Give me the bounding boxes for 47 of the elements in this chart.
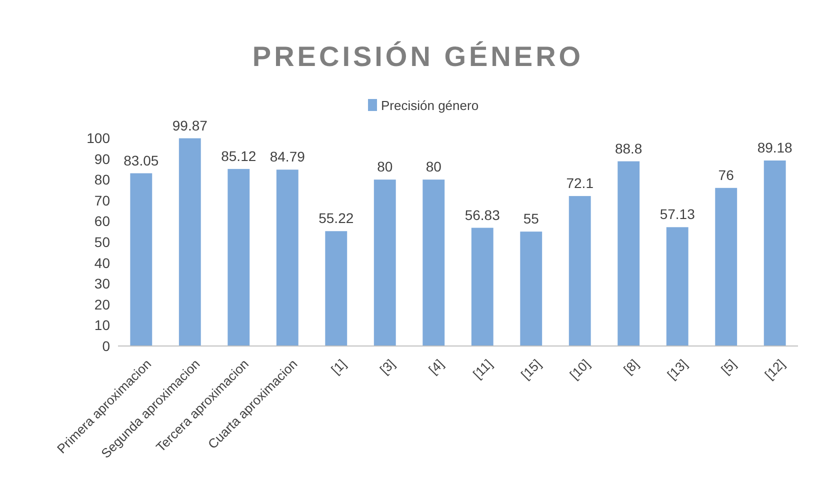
data-label: 84.79 [270,148,306,165]
y-tick-label: 40 [94,254,110,271]
data-label: 99.87 [172,117,208,134]
chart-title: PRECISIÓN GÉNERO [252,41,584,72]
y-tick-label: 20 [94,296,110,312]
x-tick-label: [4] [426,356,447,378]
y-tick-label: 70 [94,192,110,208]
data-label: 89.18 [757,140,793,156]
data-label: 72.1 [566,175,594,192]
bar [130,173,152,346]
x-tick-label: [5] [718,356,740,378]
data-label: 80 [377,158,393,175]
data-label: 85.12 [221,148,256,164]
bar [276,170,298,346]
bar [618,161,640,346]
bar [568,196,591,346]
data-label: 83.05 [124,152,159,168]
data-label: 55.22 [318,210,354,226]
x-tick-label: [3] [376,356,398,378]
data-label: 76 [718,166,734,183]
y-tick-label: 50 [94,234,110,250]
bar [374,180,396,346]
data-label: 57.13 [660,206,696,222]
bar [520,232,542,346]
bar [178,138,201,346]
y-tick-label: 60 [94,213,110,230]
data-label: 80 [426,158,442,175]
data-label: 56.83 [464,206,500,223]
bar [715,188,738,346]
bar [228,168,250,346]
y-tick-label: 0 [102,338,110,354]
y-tick-label: 10 [94,317,110,334]
bar [764,160,786,346]
data-label: 55 [523,210,540,227]
bar [422,180,445,346]
x-tick-label: [8] [620,356,642,378]
y-tick-label: 100 [86,130,110,146]
y-tick-label: 30 [94,276,110,292]
data-label: 88.8 [614,140,642,156]
y-tick-label: 90 [94,150,110,167]
x-tick-label: [1] [328,356,350,378]
bar [666,227,688,346]
bar [325,231,348,346]
legend-label: Precisión género [381,98,479,113]
x-tick-label: [11] [470,356,496,382]
bar [471,228,494,346]
y-tick-label: 80 [94,172,110,188]
